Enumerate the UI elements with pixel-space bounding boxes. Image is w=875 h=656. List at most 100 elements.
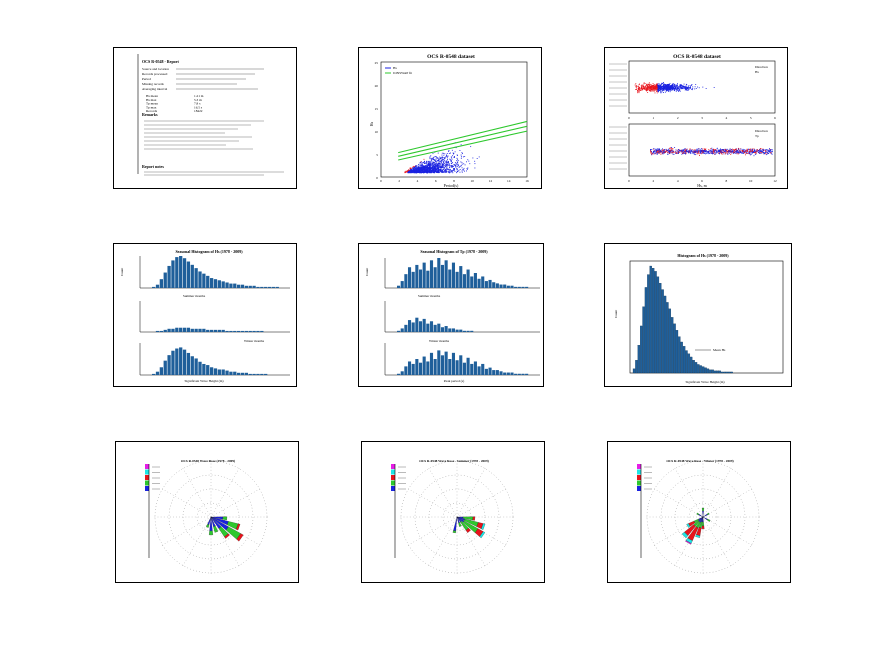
scatter-point	[438, 172, 440, 174]
scatter-point	[441, 152, 443, 154]
scatter-point-top	[650, 86, 652, 87]
scatter-point-top	[649, 83, 651, 85]
scatter-point-bottom	[752, 150, 754, 151]
scatter-point-bottom	[655, 148, 657, 150]
scatter-point	[424, 170, 426, 172]
scatter-point-bottom	[720, 150, 722, 152]
histogram-bar	[466, 269, 470, 288]
scatter-point-top	[656, 85, 658, 87]
scatter-point	[416, 170, 418, 172]
scatter-point-top	[657, 85, 659, 87]
scatter-point-top	[673, 83, 675, 85]
rose-spoke	[702, 516, 733, 568]
scatter-point	[423, 158, 425, 160]
scatter-point	[430, 155, 432, 157]
scatter-point-bottom	[704, 153, 706, 154]
scatter-point	[435, 170, 437, 172]
scatter-point-bottom	[669, 149, 671, 151]
scatter-point-top	[638, 87, 640, 89]
scatter-point-bottom	[714, 151, 716, 153]
scatter-point-bottom	[721, 151, 723, 153]
scatter-point	[436, 157, 438, 159]
histogram-bar	[260, 330, 264, 332]
scatter-point-bottom	[651, 152, 653, 154]
scatter-point-top	[678, 86, 680, 87]
scatter-point-bottom	[707, 150, 709, 152]
scatter-point	[418, 167, 420, 169]
scatter-point-bottom	[758, 151, 760, 153]
scatter-point-top	[673, 89, 675, 91]
scatter-point	[447, 155, 449, 157]
rose-petal-segment	[213, 525, 219, 533]
rose-spoke	[160, 487, 212, 518]
report-row-label: Tp max	[146, 105, 157, 109]
scatter-point-bottom	[700, 153, 702, 155]
rose-petal-segment	[224, 533, 230, 539]
scatter-point-top	[651, 90, 653, 92]
scatter-point	[428, 163, 430, 165]
scatter-point	[435, 157, 437, 159]
scatter-point-bottom	[751, 149, 753, 151]
scatter-point-top	[667, 85, 669, 87]
scatter-point	[454, 170, 456, 172]
scatter-point-bottom	[736, 152, 737, 154]
scatter-point	[415, 169, 417, 171]
histogram-bar	[720, 371, 724, 374]
scatter-point-bottom	[708, 152, 709, 154]
scatter-point	[440, 167, 442, 169]
scatter-point-bottom	[696, 151, 698, 153]
scatter-point	[445, 163, 447, 165]
scatter-point-top	[642, 88, 644, 90]
scatter-point-top	[679, 85, 681, 87]
histogram-bar	[400, 328, 404, 332]
scatter-point	[417, 170, 419, 172]
scatter-point	[446, 163, 448, 165]
scatter-point-bottom	[733, 149, 735, 151]
x-tick-label: 4	[417, 179, 419, 183]
scatter-point-bottom	[703, 148, 705, 150]
rose-petal-segment	[458, 522, 462, 527]
scatter-point-bottom	[692, 152, 694, 154]
subplot-title-winter: Winter months	[429, 339, 450, 343]
scatter-point-bottom	[756, 149, 758, 151]
scatter-point-top	[672, 86, 674, 88]
scatter-point	[416, 169, 418, 171]
scatter-point-top	[686, 84, 688, 86]
histogram-bar	[198, 328, 202, 332]
scatter-point-bottom	[768, 151, 770, 152]
scatter-point-top	[645, 85, 647, 87]
histogram-bar	[462, 330, 466, 332]
scatter-point-bottom	[763, 153, 765, 155]
scatter-point-top	[674, 87, 676, 89]
histogram-bar	[202, 363, 206, 375]
scatter-point	[429, 161, 431, 163]
scatter-point-bottom	[657, 151, 659, 153]
scatter-point-top	[659, 86, 661, 88]
scatter-point-bottom	[760, 148, 762, 150]
scatter-point	[457, 161, 459, 163]
scatter-point-bottom	[765, 150, 767, 152]
histogram-bar	[706, 368, 710, 374]
scatter-point-bottom	[723, 153, 725, 155]
scatter-point-bottom	[653, 153, 655, 155]
histogram-bar	[444, 260, 448, 288]
scatter-point-bottom	[733, 152, 735, 154]
scatter-point-top	[646, 88, 648, 90]
scatter-point	[431, 162, 433, 164]
scatter-point	[426, 172, 428, 174]
scatter-point	[438, 159, 440, 161]
scatter-point	[416, 169, 418, 171]
scatter-point	[420, 166, 422, 168]
scatter-point-top	[652, 86, 654, 88]
scatter-point-top	[656, 85, 658, 87]
histogram-bars	[632, 265, 733, 374]
scatter-point-top	[654, 92, 656, 94]
scatter-point-bottom	[668, 149, 670, 151]
scatter-point-bottom	[743, 149, 744, 151]
scatter-point-bottom	[729, 151, 731, 153]
scatter-point-top	[649, 90, 651, 92]
histogram-bar	[213, 279, 218, 288]
scatter-point-bottom	[749, 150, 751, 152]
scatter-point-bottom	[750, 148, 752, 150]
scatter-point-bottom	[685, 150, 687, 152]
